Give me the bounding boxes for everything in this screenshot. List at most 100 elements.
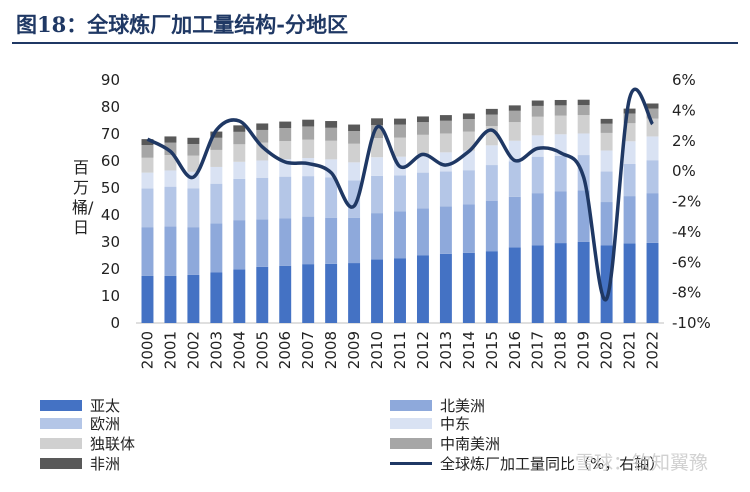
bar-segment [600, 118, 613, 124]
bar-segment [394, 124, 406, 138]
bar-segment [462, 113, 475, 120]
y-tick-label: 20 [101, 260, 120, 278]
bar-segment [439, 171, 452, 207]
bar-segment [302, 139, 315, 159]
x-tick-label: 2000 [138, 331, 156, 369]
bar-segment [141, 157, 154, 173]
bar-segment [187, 227, 200, 275]
bar-segment [462, 252, 475, 323]
x-tick-label: 2009 [345, 331, 363, 369]
bar-segment [600, 123, 613, 133]
bar-segment [279, 176, 292, 219]
legend-item-cis: 独联体 [40, 434, 136, 453]
y2-tick-label: -10% [672, 314, 711, 332]
bar-segment [210, 131, 223, 138]
title-underline [12, 42, 738, 44]
bar-segment [302, 158, 315, 177]
bar-segment [577, 133, 590, 156]
bar-segment [462, 170, 475, 205]
bar-segment [233, 269, 246, 323]
y2-tick-label: -2% [672, 193, 701, 211]
bar-segment [141, 172, 154, 189]
bar-segment [416, 134, 429, 154]
bar-segment [348, 124, 361, 132]
bar-segment [485, 108, 498, 115]
bar-segment [279, 141, 292, 160]
x-tick-label: 2002 [184, 331, 202, 369]
bar-segment [485, 126, 498, 146]
bar-segment [439, 253, 452, 323]
bar-segment [302, 176, 315, 217]
bar-segment [416, 208, 429, 256]
bar-segment [646, 242, 659, 323]
bar-segment [302, 119, 315, 127]
x-tick-label: 2007 [299, 331, 317, 369]
watermark: 雪球：钦知翼豫 [575, 452, 709, 474]
legend-label-csa: 中南美洲 [440, 434, 501, 453]
y2-tick-label: 6% [672, 71, 696, 89]
x-tick-label: 2008 [322, 331, 340, 369]
bar-segment [164, 136, 177, 143]
bar-segment [531, 116, 544, 136]
y2-tick-label: 4% [672, 101, 696, 119]
bar-segment [187, 137, 200, 144]
bar-segment [187, 274, 200, 323]
bar-segment [462, 119, 475, 132]
y-tick-label: 10 [101, 287, 120, 305]
x-tick-label: 2015 [483, 331, 501, 369]
bar-segment [554, 99, 567, 106]
bar-segment [485, 251, 498, 323]
y2-tick-label: 2% [672, 132, 696, 150]
x-tick-label: 2006 [276, 331, 294, 369]
bar-segment [646, 136, 659, 161]
bar-segment [233, 161, 246, 179]
bar-segment [348, 263, 361, 323]
x-tick-label: 2013 [437, 331, 455, 369]
bar-segment [531, 156, 544, 194]
bar-segment [531, 193, 544, 246]
bar-segment [233, 178, 246, 221]
bar-segment [210, 223, 223, 273]
bar-segment [508, 110, 521, 123]
bar-segment [325, 217, 338, 264]
legend-label-me: 中东 [440, 414, 471, 433]
bar-segment [508, 161, 521, 197]
x-tick-label: 2001 [161, 331, 179, 369]
x-tick-label: 2011 [391, 331, 409, 369]
bar-segment [256, 177, 269, 220]
bar-segment [577, 241, 590, 323]
bar-segment [531, 245, 544, 323]
y-tick-label: 50 [101, 179, 120, 197]
y-tick-label: 60 [101, 152, 120, 170]
bar-segment [256, 142, 269, 161]
bar-segment [233, 131, 246, 145]
bar-segment [141, 139, 154, 146]
bar-segment [646, 160, 659, 194]
bar-segment [164, 275, 177, 323]
bar-segment [256, 219, 269, 267]
bar-segment [485, 165, 498, 201]
bar-segment [439, 206, 452, 254]
bar-segment [256, 123, 269, 130]
x-tick-label: 2010 [368, 331, 386, 369]
tick-labels-group: 2000 2001 2002 2003 2004 2005 2006 2007 2008 2009… [101, 71, 711, 369]
legend-label-eu: 欧洲 [90, 414, 121, 433]
bar-segment [187, 171, 200, 189]
legend-label-ap: 亚太 [90, 396, 121, 415]
legend-swatch-eu [40, 417, 82, 429]
bar-segment [348, 180, 361, 218]
x-tick-label: 2020 [598, 331, 616, 369]
x-tick-label: 2004 [230, 331, 248, 369]
x-tick-label: 2014 [460, 331, 478, 369]
bar-segment [462, 131, 475, 151]
legend-swatch-af [40, 457, 82, 469]
bar-segment [577, 105, 590, 116]
bar-segment [141, 188, 154, 228]
bar-segment [600, 171, 613, 203]
y2-tick-label: -8% [672, 284, 701, 302]
bar-segment [554, 134, 567, 156]
legend-label-cis: 独联体 [90, 434, 136, 453]
legend-label-line: 全球炼厂加工量同比（%，右轴） [440, 454, 665, 473]
bar-segment [210, 166, 223, 184]
